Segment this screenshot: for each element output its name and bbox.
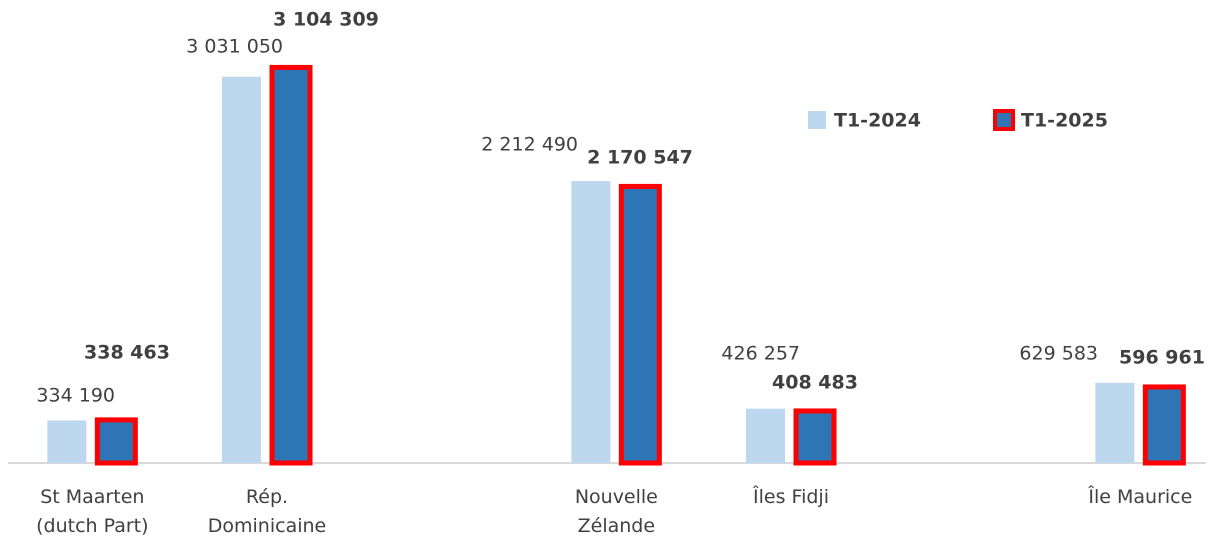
legend-label: T1-2024 <box>834 110 921 132</box>
data-label: 2 170 547 <box>587 147 693 169</box>
bar <box>793 408 837 466</box>
data-label: 408 483 <box>772 372 858 394</box>
data-label: 2 212 490 <box>481 134 578 156</box>
bar <box>269 64 313 466</box>
bar <box>746 408 786 463</box>
legend-swatch <box>808 111 826 129</box>
x-tick-label: Nouvelle Zélande <box>574 486 658 537</box>
data-label: 338 463 <box>84 342 170 364</box>
bar <box>1095 382 1135 463</box>
data-label: 3 031 050 <box>186 36 283 58</box>
bar <box>618 183 662 466</box>
data-label: 426 257 <box>721 343 800 365</box>
legend-label: T1-2025 <box>1021 110 1108 132</box>
x-tick-label: Île Maurice <box>1088 486 1193 508</box>
bar <box>1142 384 1186 466</box>
data-label: 3 104 309 <box>273 9 379 31</box>
bar <box>222 76 262 463</box>
legend-swatch <box>993 109 1015 131</box>
x-tick-label: Rép. Dominicaine <box>207 486 327 537</box>
data-label: 596 961 <box>1119 347 1205 369</box>
bar <box>94 417 138 466</box>
x-tick-label: St Maarten (dutch Part) <box>36 486 149 537</box>
data-label: 334 190 <box>36 385 115 407</box>
x-tick-label: Îles Fidji <box>753 486 829 508</box>
data-label: 629 583 <box>1019 343 1098 365</box>
bar <box>47 420 87 463</box>
bar <box>571 181 611 464</box>
